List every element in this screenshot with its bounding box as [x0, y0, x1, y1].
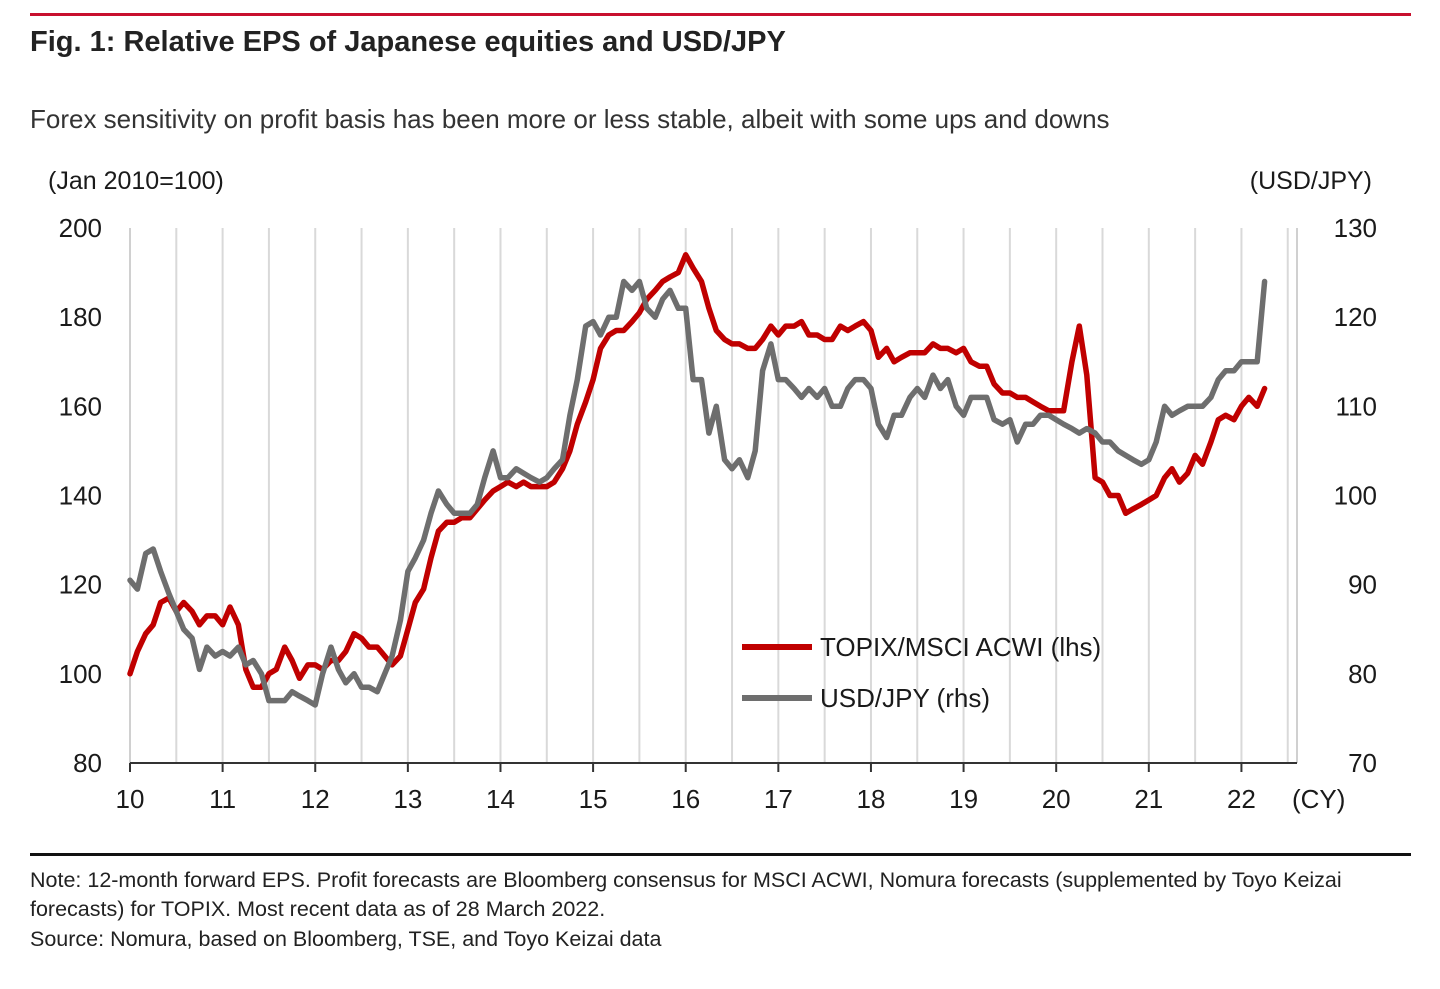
x-tick-label: 21 — [1134, 784, 1163, 814]
right-tick-label: 90 — [1348, 570, 1377, 600]
x-tick-label: 14 — [486, 784, 515, 814]
left-tick-label: 100 — [59, 659, 102, 689]
footer-rule — [30, 853, 1411, 856]
left-tick-label: 140 — [59, 481, 102, 511]
x-tick-label: 20 — [1042, 784, 1071, 814]
chart-series — [127, 252, 1268, 708]
x-tick-label: 12 — [301, 784, 330, 814]
top-accent-rule — [30, 13, 1411, 16]
x-tick-label: 22 — [1227, 784, 1256, 814]
legend-label-topix: TOPIX/MSCI ACWI (lhs) — [820, 632, 1101, 662]
x-tick-label: 19 — [949, 784, 978, 814]
right-tick-label: 70 — [1348, 748, 1377, 778]
x-tick-label: 16 — [671, 784, 700, 814]
left-tick-label: 80 — [73, 748, 102, 778]
right-tick-label: 100 — [1334, 481, 1377, 511]
left-tick-label: 160 — [59, 391, 102, 421]
right-tick-label: 80 — [1348, 659, 1377, 689]
x-axis-unit-label: (CY) — [1292, 784, 1345, 814]
x-tick-label: 18 — [856, 784, 885, 814]
left-axis-label: (Jan 2010=100) — [48, 167, 224, 195]
x-tick-label: 13 — [393, 784, 422, 814]
right-axis-label: (USD/JPY) — [1250, 167, 1372, 195]
chart-legend: TOPIX/MSCI ACWI (lhs) USD/JPY (rhs) — [742, 632, 1101, 713]
legend-label-usdjpy: USD/JPY (rhs) — [820, 683, 990, 713]
right-tick-label: 130 — [1334, 213, 1377, 243]
figure-subtitle: Forex sensitivity on profit basis has be… — [30, 104, 1110, 134]
series-line-usdjpy — [127, 278, 1268, 708]
tick-labels: 10 11 12 13 14 15 16 17 18 19 20 21 22 (CY) 80 100 120 14… — [59, 213, 1377, 814]
x-tick-label: 10 — [116, 784, 145, 814]
figure-title: Fig. 1: Relative EPS of Japanese equitie… — [30, 26, 786, 58]
right-tick-label: 120 — [1334, 302, 1377, 332]
left-tick-label: 180 — [59, 302, 102, 332]
x-tick-label: 15 — [579, 784, 608, 814]
x-tick-label: 17 — [764, 784, 793, 814]
figure-source: Source: Nomura, based on Bloomberg, TSE,… — [30, 927, 662, 951]
left-tick-label: 200 — [59, 213, 102, 243]
figure-note: Note: 12-month forward EPS. Profit forec… — [30, 868, 1342, 921]
series-line-topix — [127, 252, 1268, 690]
right-tick-label: 110 — [1336, 391, 1377, 421]
left-tick-label: 120 — [59, 570, 102, 600]
x-tick-label: 11 — [209, 784, 236, 814]
